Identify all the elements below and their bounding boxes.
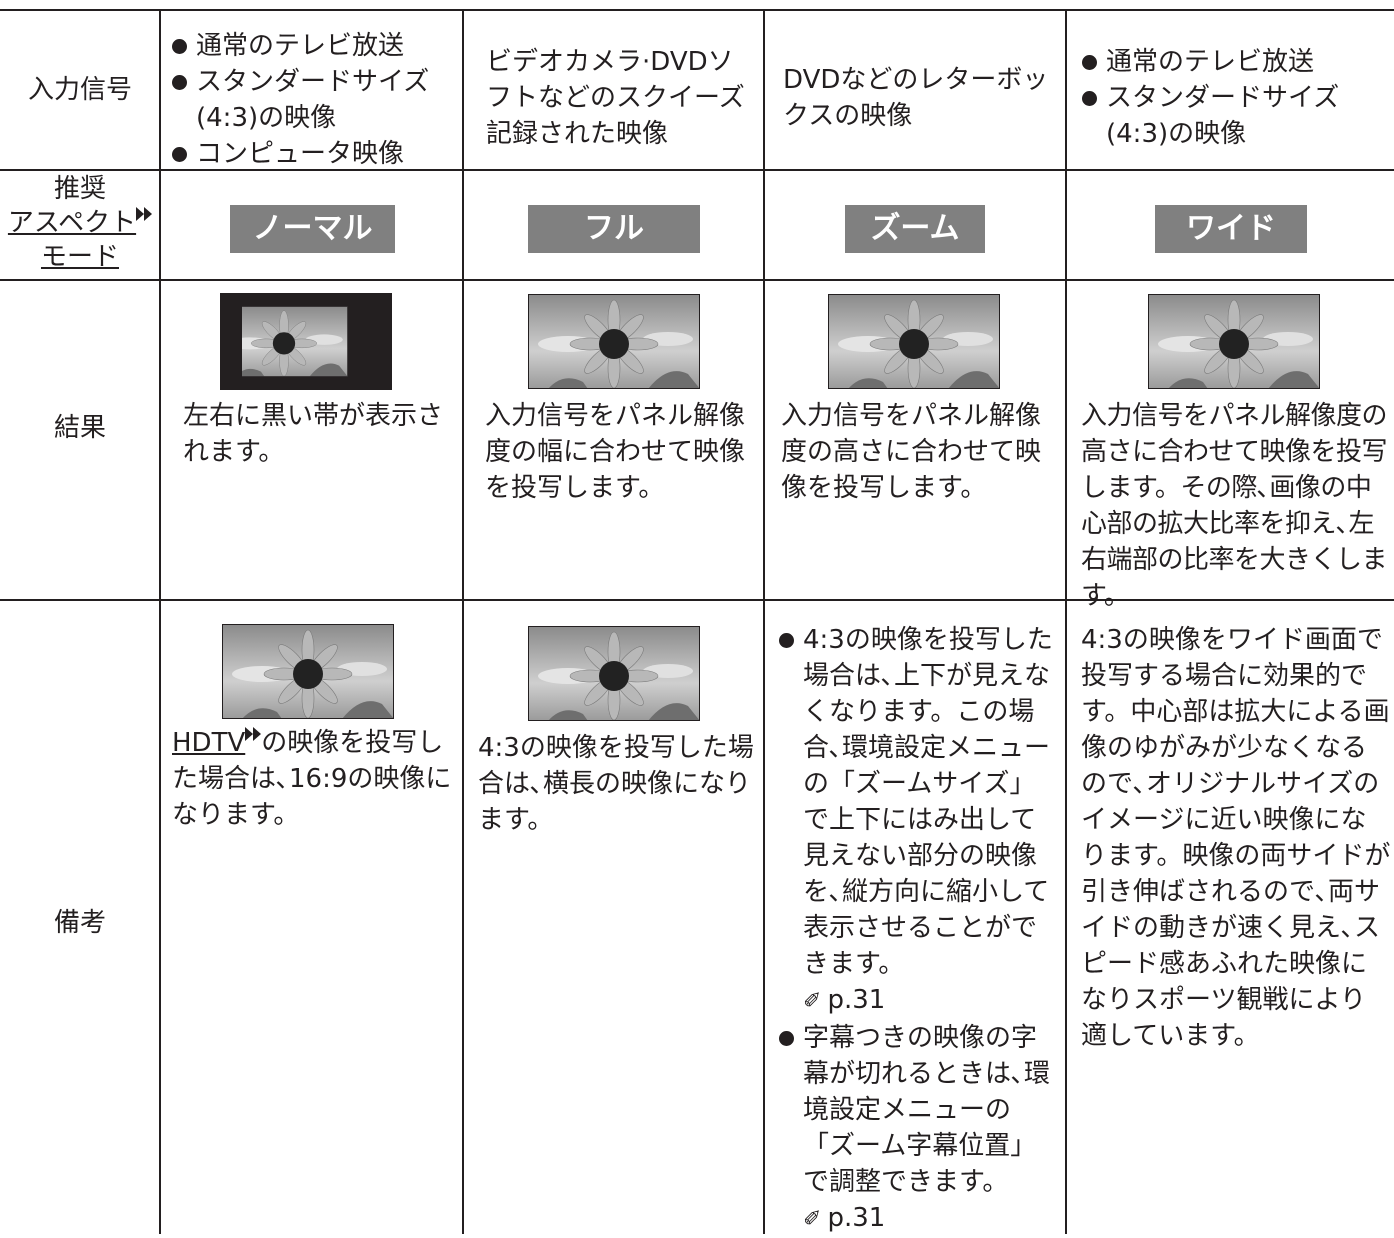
mode-badge: ズーム xyxy=(845,205,985,253)
page-ref[interactable]: p.31 xyxy=(827,985,886,1015)
bullet: 通常のテレビ放送 xyxy=(168,28,458,64)
rule xyxy=(0,9,1394,11)
note-text: 4:3の映像を投写した場合は､上下が見えなくなります。この場合､環境設定メニュー… xyxy=(803,625,1053,979)
result-text: 入力信号をパネル解像度の高さに合わせて映像を投写します。 xyxy=(781,401,1042,503)
note-text: 字幕つきの映像の字幕が切れるときは､環境設定メニューの「ズーム字幕位置」で調整で… xyxy=(803,1023,1051,1197)
rule xyxy=(0,599,1394,601)
note-list: 4:3の映像を投写した場合は､上下が見えなくなります。この場合､環境設定メニュー… xyxy=(775,622,1060,1238)
image xyxy=(222,624,394,719)
rule xyxy=(159,9,161,1234)
rule xyxy=(0,169,1394,171)
mode-badge: フル xyxy=(528,205,700,253)
row-header-line: 推奨 xyxy=(53,174,106,204)
rule xyxy=(462,9,464,1234)
bullet: スタンダードサイズ(4:3)の映像 xyxy=(1078,80,1340,152)
note-text: 4:3の映像をワイド画面で投写する場合に効果的です。中心部は拡大による画像のゆが… xyxy=(1081,625,1391,1051)
rule xyxy=(0,279,1394,281)
input-cell: 通常のテレビ放送 スタンダードサイズ(4:3)の映像 xyxy=(1078,44,1340,152)
glossary-link[interactable]: アスペクト xyxy=(7,208,137,238)
result-text: 左右に黒い帯が表示されます。 xyxy=(183,401,444,467)
bullet: スタンダードサイズ(4:3)の映像 xyxy=(168,64,458,136)
bullet: 4:3の映像を投写した場合は､上下が見えなくなります。この場合､環境設定メニュー… xyxy=(775,622,1060,1020)
bullet: 通常のテレビ放送 xyxy=(1078,44,1340,80)
row-header: 結果 xyxy=(53,413,106,443)
image xyxy=(528,626,700,721)
mode-badge: ノーマル xyxy=(230,205,395,253)
input-cell: 通常のテレビ放送 スタンダードサイズ(4:3)の映像 コンピュータ映像 xyxy=(168,28,458,172)
rule xyxy=(763,9,765,1234)
input-cell: DVDなどのレターボックスの映像 xyxy=(783,65,1049,131)
row-header: 備考 xyxy=(53,908,106,938)
row-header: 推奨 アスペクト モード xyxy=(0,172,160,274)
image xyxy=(828,293,1000,390)
mode-badge: ワイド xyxy=(1155,205,1307,253)
result-text: 入力信号をパネル解像度の幅に合わせて映像を投写します。 xyxy=(485,401,746,503)
input-cell: ビデオカメラ·DVDソフトなどのスクイーズ記録された映像 xyxy=(486,47,745,149)
bullet: 字幕つきの映像の字幕が切れるときは､環境設定メニューの「ズーム字幕位置」で調整で… xyxy=(775,1020,1060,1238)
note-text: 4:3の映像を投写した場合は､横長の映像になります。 xyxy=(478,733,754,835)
note-text: HDTV の映像を投写した場合は､16:9の映像になります。 xyxy=(172,725,452,833)
image xyxy=(528,293,700,390)
image xyxy=(1148,293,1320,390)
row-header: 入力信号 xyxy=(27,75,132,105)
result-text: 入力信号をパネル解像度の高さに合わせて映像を投写します。その際､画像の中心部の拡… xyxy=(1081,401,1388,611)
rule xyxy=(1065,9,1067,1234)
row-header-line: モード xyxy=(40,242,119,272)
page-ref[interactable]: p.31 xyxy=(827,1203,886,1233)
bullet: コンピュータ映像 xyxy=(168,136,458,172)
glossary-link[interactable]: HDTV xyxy=(172,728,246,758)
image xyxy=(220,293,392,390)
note-text: の映像を投写した場合は､16:9の映像になります。 xyxy=(172,728,452,830)
